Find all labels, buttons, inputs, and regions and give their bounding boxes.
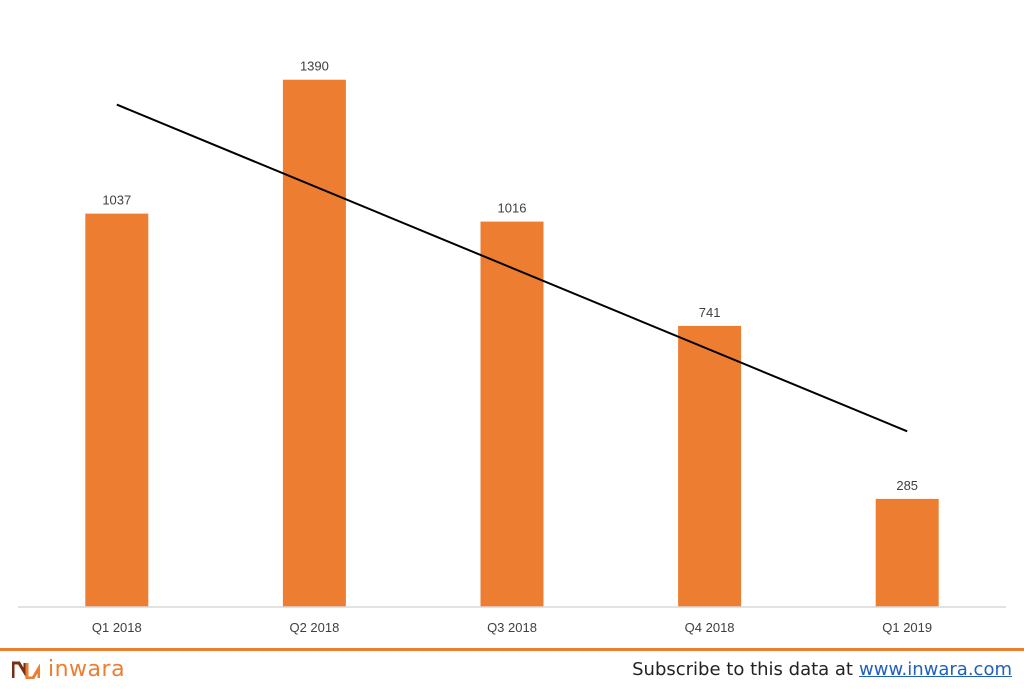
brand: inwara: [12, 657, 125, 682]
subscribe-link[interactable]: www.inwara.com: [859, 659, 1012, 680]
brand-name: inwara: [48, 657, 126, 682]
bar-q2-2018: [282, 79, 346, 607]
data-label: 285: [896, 478, 918, 493]
bar-q1-2019: [875, 498, 939, 607]
data-labels: 1037 1390 1016 741 285: [102, 59, 918, 493]
bar-q4-2018: [678, 325, 742, 607]
x-tick-label: Q1 2019: [882, 620, 932, 635]
bar-chart: Q1 2018 Q2 2018 Q3 2018 Q4 2018 Q1 2019 1037…: [18, 59, 1006, 635]
subscribe-label: Subscribe to this data at: [632, 659, 853, 680]
x-tick-labels: Q1 2018 Q2 2018 Q3 2018 Q4 2018 Q1 2019: [92, 620, 932, 635]
x-tick-label: Q2 2018: [289, 620, 339, 635]
bar-q1-2018: [85, 213, 149, 607]
data-label: 1390: [300, 59, 329, 74]
data-label: 1037: [102, 193, 131, 208]
data-label: 1016: [498, 201, 527, 216]
x-tick-label: Q3 2018: [487, 620, 537, 635]
trendline: [116, 103, 908, 433]
inwara-logo-icon: [12, 661, 40, 679]
data-label: 741: [699, 305, 721, 320]
x-tick-label: Q1 2018: [92, 620, 142, 635]
footer-bar: inwara Subscribe to this data at www.inwa…: [0, 648, 1024, 689]
x-tick-label: Q4 2018: [685, 620, 735, 635]
subscribe-text: Subscribe to this data at www.inwara.com: [632, 659, 1012, 680]
bars-group: [85, 79, 939, 607]
bar-q3-2018: [480, 221, 544, 607]
